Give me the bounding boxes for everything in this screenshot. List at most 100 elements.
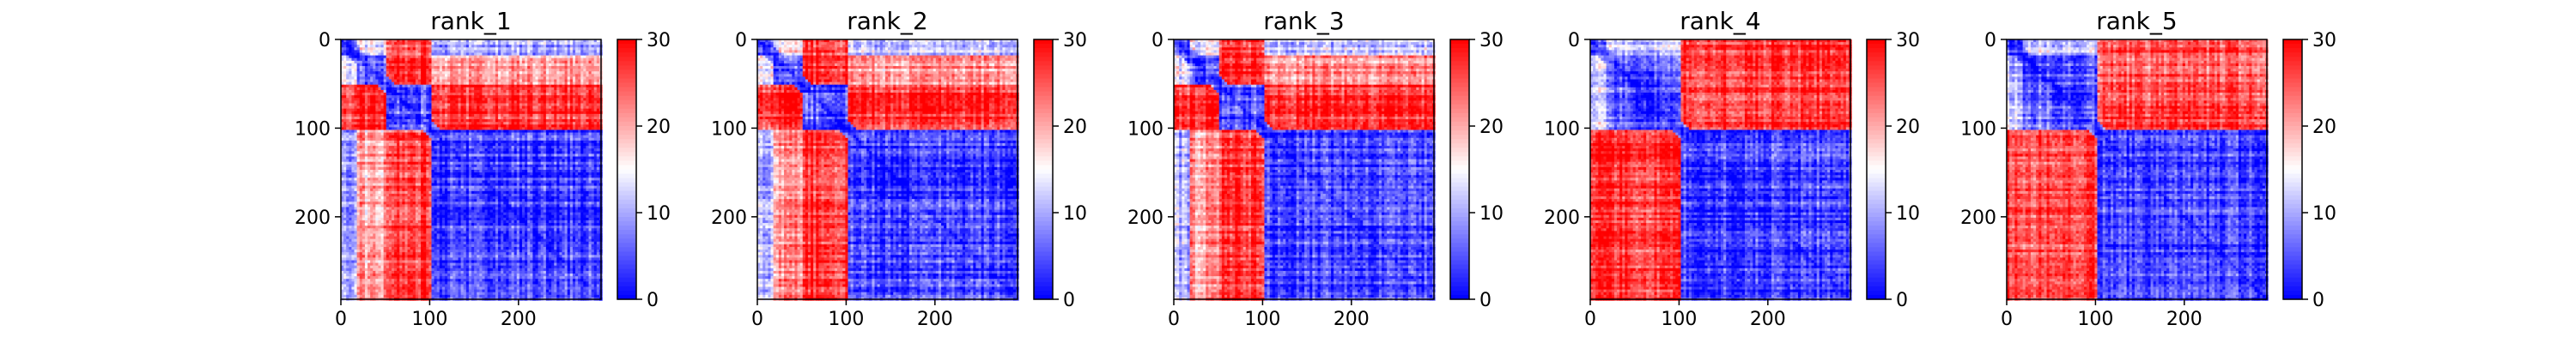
heatmap-cell [453,42,456,45]
heatmap-cell [498,45,501,48]
heatmap-cell [495,63,499,67]
heatmap-cell [359,74,363,78]
heatmap-cell [359,55,363,59]
heatmap-cell [482,55,486,59]
heatmap-cell [370,63,374,67]
heatmap-cell [503,66,507,69]
heatmap-cell [341,71,344,75]
heatmap-cell [513,47,518,51]
heatmap-cell [434,69,438,72]
heatmap-cell [354,45,358,48]
heatmap-cell [364,71,368,75]
heatmap-cell [417,57,422,62]
heatmap-cell [463,69,467,72]
heatmap-cell [471,71,475,75]
heatmap-cell [516,39,520,43]
heatmap-cell [436,52,440,57]
heatmap-cell [580,57,584,62]
heatmap-cell [482,47,486,51]
heatmap-cell [394,45,398,48]
heatmap-cell [583,52,587,57]
heatmap-cell [397,55,400,59]
heatmap-cell [545,74,550,78]
heatmap-cell [346,66,349,69]
heatmap-cell [535,45,539,48]
heatmap-cell [575,69,579,72]
heatmap-cell [564,45,568,48]
heatmap-cell [588,76,592,81]
heatmap-cell [487,69,491,72]
heatmap-cell [417,47,422,51]
heatmap-cell [455,79,459,83]
heatmap-cell [468,60,472,64]
heatmap-cell [460,71,465,75]
heatmap-cell [447,60,451,64]
heatmap-cell [538,47,542,51]
heatmap-cell [346,79,349,83]
heatmap-cell [441,63,446,67]
heatmap-cell [540,47,544,51]
heatmap-cell [562,45,566,48]
heatmap-cell [492,71,496,75]
heatmap-cell [412,69,416,72]
heatmap-cell [370,47,374,51]
heatmap-cell [431,42,435,45]
heatmap-cell [591,42,595,45]
heatmap-cell [532,79,537,83]
heatmap-cell [386,55,390,59]
heatmap-cell [450,71,453,75]
heatmap-cell [578,66,581,69]
heatmap-cell [412,57,416,62]
heatmap-cell [351,71,355,75]
heatmap-cell [479,57,483,62]
heatmap-cell [468,79,472,83]
heatmap-cell [516,47,520,51]
heatmap-cell [431,47,435,51]
heatmap-cell [423,39,427,43]
heatmap-cell [391,55,395,59]
heatmap-cell [453,57,456,62]
heatmap-cell [431,60,435,64]
heatmap-cell [386,71,390,75]
heatmap-cells [341,39,603,301]
heatmap-cell [460,57,465,62]
heatmap-cell [463,47,467,51]
heatmap-cell [578,47,581,51]
heatmap-cell [572,60,576,64]
heatmap-cell [569,45,574,48]
heatmap-cell [564,74,568,78]
heatmap-cell [465,79,470,83]
heatmap-cell [583,39,587,43]
heatmap-cell [354,71,358,75]
heatmap-cell [588,55,592,59]
heatmap-cell [439,39,443,43]
heatmap-cell [375,45,380,48]
heatmap-cell [471,76,475,81]
heatmap-cell [519,74,523,78]
heatmap-cell [453,39,456,43]
heatmap-cell [455,71,459,75]
heatmap-cell [543,45,547,48]
heatmap-cell [343,76,347,81]
heatmap-cell [506,60,510,64]
heatmap-cell [402,74,406,78]
heatmap-cell [554,71,557,75]
heatmap-cell [453,66,456,69]
heatmap-cell [394,74,398,78]
heatmap-cell [521,66,526,69]
heatmap-cell [513,66,518,69]
heatmap-cell [391,45,395,48]
heatmap-cell [375,71,380,75]
heatmap-cell [463,71,467,75]
heatmap-cell [562,60,566,64]
heatmap-cell [346,47,349,51]
heatmap-cell [455,63,459,67]
heatmap-cell [532,55,537,59]
heatmap-cell [545,60,550,64]
heatmap-cell [525,39,528,43]
heatmap-cell [538,45,542,48]
heatmap-cell [506,66,510,69]
heatmap-cell [349,47,353,51]
heatmap-cell [388,63,392,67]
heatmap-cell [498,66,501,69]
